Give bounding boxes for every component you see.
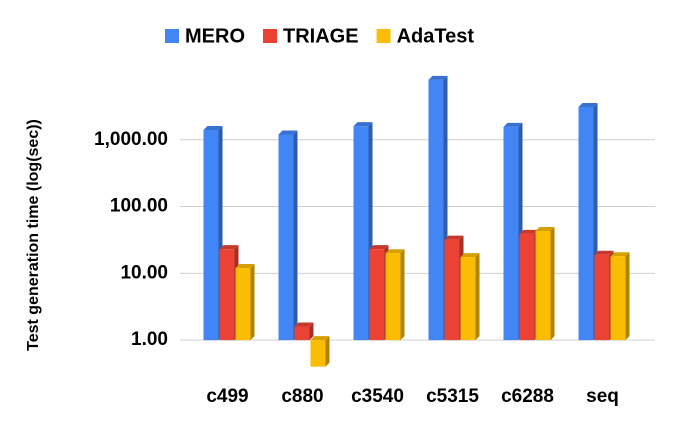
legend-swatch <box>165 29 179 43</box>
bar <box>203 130 219 341</box>
bar <box>235 268 251 341</box>
bar <box>278 134 294 341</box>
bar <box>310 340 326 367</box>
y-tick-label: 1.00 <box>131 329 168 350</box>
bar-side <box>250 264 255 341</box>
legend-label: MERO <box>185 25 245 47</box>
bar <box>519 233 535 341</box>
y-tick-label: 10.00 <box>120 262 168 283</box>
bar-top <box>294 322 314 327</box>
legend-swatch <box>376 29 391 43</box>
x-tick-label: c5315 <box>426 386 479 407</box>
x-tick-label: c6288 <box>501 386 554 407</box>
bar-top <box>219 245 239 250</box>
bar <box>369 249 385 341</box>
bar <box>610 256 626 341</box>
bar-top <box>444 235 464 240</box>
bar <box>535 231 551 341</box>
bar-top <box>519 229 539 234</box>
bar-top <box>428 75 448 80</box>
legend-label: TRIAGE <box>283 25 359 47</box>
y-axis-label: Test generation time (log(sec)) <box>25 119 42 351</box>
bar-top <box>594 250 614 255</box>
bar-side <box>325 336 330 367</box>
bar <box>503 126 519 341</box>
bar <box>428 79 444 341</box>
x-tick-label: seq <box>586 386 619 407</box>
x-tick-label: c3540 <box>351 386 404 407</box>
bar-top <box>203 126 223 131</box>
legend-label: AdaTest <box>397 25 475 47</box>
legend-swatch <box>263 29 277 43</box>
y-tick-label: 100.00 <box>110 196 168 217</box>
bar <box>578 106 594 341</box>
bar-top <box>353 122 373 127</box>
bar-top <box>460 253 480 258</box>
bar-top <box>278 130 298 135</box>
bar-top <box>310 336 330 341</box>
y-tick-label: 1,000.00 <box>94 129 168 150</box>
bar-side <box>475 253 480 341</box>
bar-top <box>385 249 405 254</box>
bar <box>385 253 401 341</box>
bar <box>444 239 460 341</box>
bar <box>219 249 235 341</box>
bar <box>353 126 369 341</box>
bar-top <box>610 252 630 257</box>
bar-side <box>550 227 555 341</box>
bar <box>294 326 310 341</box>
bar-top <box>578 102 598 107</box>
bar-side <box>625 252 630 341</box>
bar-side <box>293 130 298 341</box>
x-tick-label: c880 <box>281 386 323 407</box>
x-tick-label: c499 <box>206 386 248 407</box>
bar-top <box>535 227 555 232</box>
bar-side <box>309 322 314 341</box>
bar <box>594 254 610 341</box>
bar-top <box>503 122 523 127</box>
bar-top <box>235 264 255 269</box>
bar <box>460 257 476 341</box>
bar-top <box>369 245 389 250</box>
bar-side <box>400 249 405 341</box>
